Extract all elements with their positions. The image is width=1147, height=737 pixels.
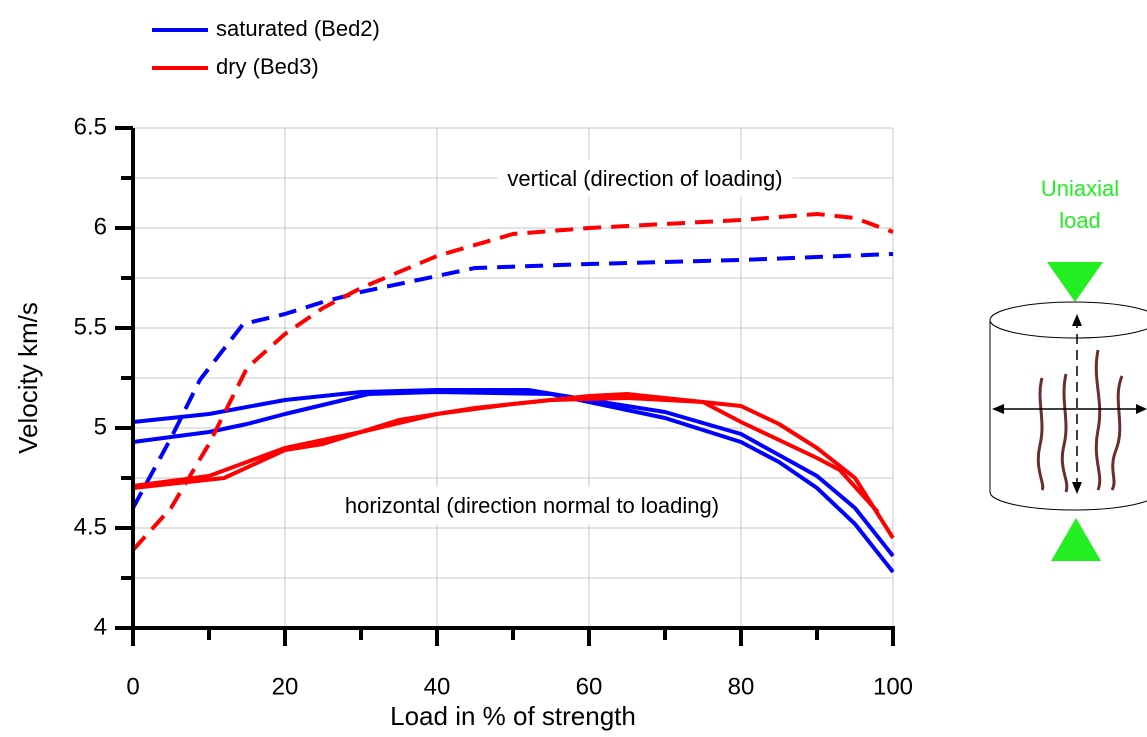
legend-label: saturated (Bed2) xyxy=(216,16,380,41)
diagram-label: load xyxy=(1059,208,1101,233)
data-line xyxy=(132,392,895,540)
data-line xyxy=(132,390,895,574)
diagram-label: Uniaxial xyxy=(1041,176,1119,201)
y-tick-label: 4 xyxy=(94,613,107,640)
legend-label: dry (Bed3) xyxy=(216,54,319,79)
x-tick-label: 40 xyxy=(424,673,451,700)
x-tick-label: 0 xyxy=(126,673,139,700)
data-line xyxy=(131,252,894,509)
data-line xyxy=(132,396,880,514)
x-tick-label: 60 xyxy=(576,673,603,700)
annotation: vertical (direction of loading) xyxy=(507,166,782,191)
y-tick-label: 6 xyxy=(94,213,107,240)
specimen-diagram xyxy=(989,262,1147,561)
y-tick-label: 6.5 xyxy=(74,113,107,140)
plot: vertical (direction of loading) horizonta… xyxy=(13,113,913,731)
data-line xyxy=(132,388,895,558)
y-tick-label: 5 xyxy=(94,413,107,440)
x-tick-label: 80 xyxy=(728,673,755,700)
x-axis-label: Load in % of strength xyxy=(390,701,636,731)
x-tick-label: 100 xyxy=(873,673,913,700)
x-tick-label: 20 xyxy=(272,673,299,700)
annotation-background xyxy=(334,486,730,524)
y-tick-label: 4.5 xyxy=(74,513,107,540)
annotation: horizontal (direction normal to loading) xyxy=(345,493,719,518)
y-tick-label: 5.5 xyxy=(74,313,107,340)
y-axis-label: Velocity km/s xyxy=(13,302,43,454)
annotation-background xyxy=(497,159,793,197)
data-line xyxy=(131,212,894,552)
